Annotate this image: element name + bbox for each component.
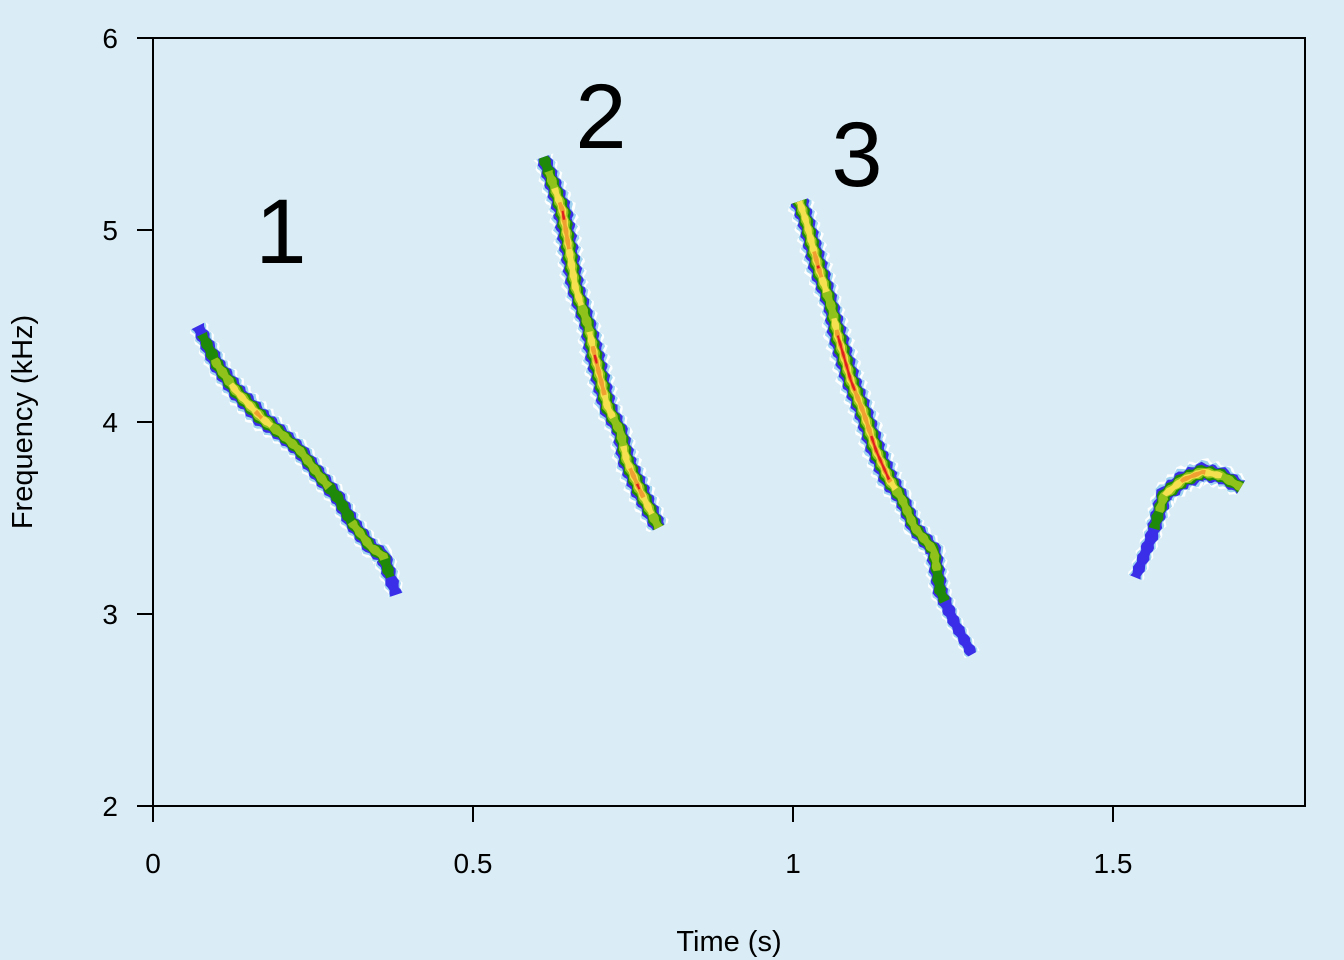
spectrogram-contour — [836, 335, 856, 391]
spectrogram-contour — [1155, 467, 1244, 513]
y-axis: 2 3 4 5 6 — [102, 23, 153, 822]
y-tick-label: 4 — [102, 407, 118, 438]
x-tick-label: 0 — [145, 848, 161, 879]
x-axis: 0 0.5 1 1.5 — [145, 806, 1132, 879]
spectrogram-contour — [557, 201, 571, 250]
spectrogram-contour — [1148, 465, 1245, 531]
y-axis-label: Frequency (kHz) — [7, 315, 39, 529]
call-annotations: 1 2 3 — [255, 66, 882, 283]
y-tick-label: 2 — [102, 791, 118, 822]
x-tick-label: 1 — [785, 848, 801, 879]
call-trace — [533, 153, 669, 533]
call-number-label: 3 — [831, 104, 882, 206]
spectrogram-contour — [196, 331, 395, 579]
spectrogram-traces — [189, 153, 1246, 659]
spectrogram-contour — [544, 169, 663, 530]
call-trace — [787, 198, 980, 659]
x-tick-label: 0.5 — [454, 848, 493, 879]
spectrogram-contour — [812, 251, 824, 278]
call-number-label: 2 — [575, 66, 626, 168]
x-axis-label: Time (s) — [676, 926, 781, 958]
spectrogram-contour — [635, 483, 641, 490]
call-trace — [1127, 458, 1246, 581]
spectrogram-contour — [628, 467, 646, 499]
call-number-label: 1 — [255, 181, 306, 283]
spectrogram-contour — [561, 210, 566, 220]
spectrogram-contour — [816, 265, 820, 269]
call-trace — [189, 322, 404, 598]
spectrogram-contour — [253, 409, 264, 420]
spectrogram-contour — [1162, 469, 1223, 497]
spectrogram-contour — [1179, 469, 1206, 483]
spectrogram-contour — [794, 199, 941, 572]
y-tick-label: 3 — [102, 599, 118, 630]
spectrogram-contour — [593, 354, 598, 364]
y-tick-label: 6 — [102, 23, 118, 54]
x-tick-label: 1.5 — [1094, 848, 1133, 879]
y-tick-label: 5 — [102, 215, 118, 246]
spectrogram-contour — [347, 519, 389, 561]
spectrogram-contour — [870, 435, 891, 481]
spectrogram-contour — [834, 329, 893, 484]
spectrogram-contour — [831, 317, 899, 492]
